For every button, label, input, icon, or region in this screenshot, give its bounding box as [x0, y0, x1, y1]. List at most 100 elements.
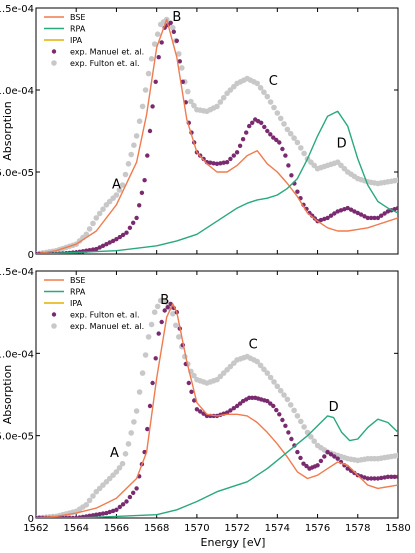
data-point — [156, 331, 161, 336]
data-point — [151, 309, 158, 316]
legend-entry: BSE — [70, 276, 85, 285]
data-point — [156, 55, 161, 60]
data-point — [365, 476, 370, 481]
data-point — [345, 466, 350, 471]
data-point — [139, 103, 146, 110]
data-point — [148, 56, 155, 62]
data-point — [287, 402, 294, 408]
y-tick-label: 5.0e-05 — [0, 168, 34, 179]
data-point — [365, 215, 370, 221]
data-point — [136, 118, 143, 124]
data-point — [117, 504, 123, 510]
data-point — [116, 465, 123, 471]
x-axis-label: Energy [eV] — [201, 536, 266, 549]
data-point — [355, 210, 360, 216]
data-point — [131, 419, 137, 425]
data-point — [180, 79, 185, 85]
data-point — [173, 322, 179, 329]
data-point — [90, 493, 96, 499]
data-point — [379, 475, 384, 481]
peak-label-b: B — [160, 293, 169, 308]
data-point — [154, 31, 161, 37]
data-point — [125, 161, 132, 167]
x-tick-label: 1570 — [184, 523, 209, 534]
data-point — [93, 215, 100, 221]
peak-label-c: C — [249, 337, 258, 352]
data-point — [145, 153, 150, 158]
data-point — [96, 210, 103, 217]
data-point — [145, 426, 150, 432]
data-point — [153, 356, 158, 361]
data-point — [134, 486, 139, 491]
data-point — [110, 238, 116, 244]
data-point — [119, 460, 126, 467]
legend-entry: exp. Manuel et. al. — [70, 322, 144, 331]
data-point — [265, 128, 270, 134]
data-point — [228, 408, 233, 413]
y-tick-label: 0 — [28, 250, 34, 261]
data-point — [170, 311, 176, 317]
data-point — [116, 187, 123, 193]
data-point — [131, 142, 137, 148]
data-point — [271, 403, 276, 409]
data-point — [280, 146, 285, 152]
data-point — [277, 412, 282, 417]
data-point — [194, 407, 200, 412]
peak-label-c: C — [269, 74, 278, 89]
data-point — [281, 121, 287, 127]
peak-label-a: A — [112, 177, 121, 192]
data-point — [284, 126, 291, 133]
data-point — [221, 160, 226, 165]
data-point — [220, 94, 227, 101]
data-point — [185, 88, 191, 95]
data-point — [281, 392, 287, 398]
data-point — [117, 234, 123, 240]
peak-label-b: B — [172, 10, 181, 25]
data-point — [240, 137, 246, 142]
data-point — [382, 475, 387, 480]
data-point — [94, 246, 99, 252]
data-point — [274, 407, 279, 413]
data-point — [301, 150, 307, 157]
series-line-rpa — [36, 110, 398, 254]
legend-entry: IPA — [70, 36, 83, 45]
data-point — [277, 140, 282, 145]
data-point — [100, 243, 106, 248]
data-point — [395, 205, 398, 211]
data-point — [214, 103, 220, 110]
data-point — [83, 231, 90, 238]
plot-frame — [35, 7, 399, 255]
data-point — [375, 476, 381, 481]
data-point — [392, 474, 397, 479]
data-point — [100, 511, 106, 516]
x-tick-label: 1564 — [63, 523, 88, 534]
data-point — [308, 434, 314, 440]
data-point — [211, 161, 216, 166]
data-point — [250, 120, 255, 126]
data-point — [147, 128, 153, 134]
data-point — [124, 230, 129, 235]
data-point — [86, 497, 93, 504]
data-point — [395, 474, 398, 479]
data-point — [163, 299, 170, 306]
data-point — [171, 29, 176, 34]
peak-label-d: D — [329, 400, 339, 415]
data-point — [358, 212, 364, 217]
x-tick-label: 1580 — [385, 523, 410, 534]
data-point — [136, 389, 143, 395]
data-point — [295, 449, 300, 455]
data-point — [120, 502, 126, 507]
legend-entry: exp. Fulton et. al. — [70, 59, 140, 68]
x-tick-label: 1572 — [224, 523, 249, 534]
data-point — [231, 406, 236, 411]
data-point — [127, 225, 133, 230]
data-point — [295, 189, 300, 194]
data-point — [234, 403, 240, 409]
data-point — [122, 451, 129, 457]
series-line-rpa — [36, 415, 398, 518]
data-point — [301, 461, 306, 466]
legend-marker — [51, 60, 57, 66]
data-point — [131, 220, 136, 225]
data-point — [114, 507, 119, 512]
data-point — [133, 133, 140, 139]
